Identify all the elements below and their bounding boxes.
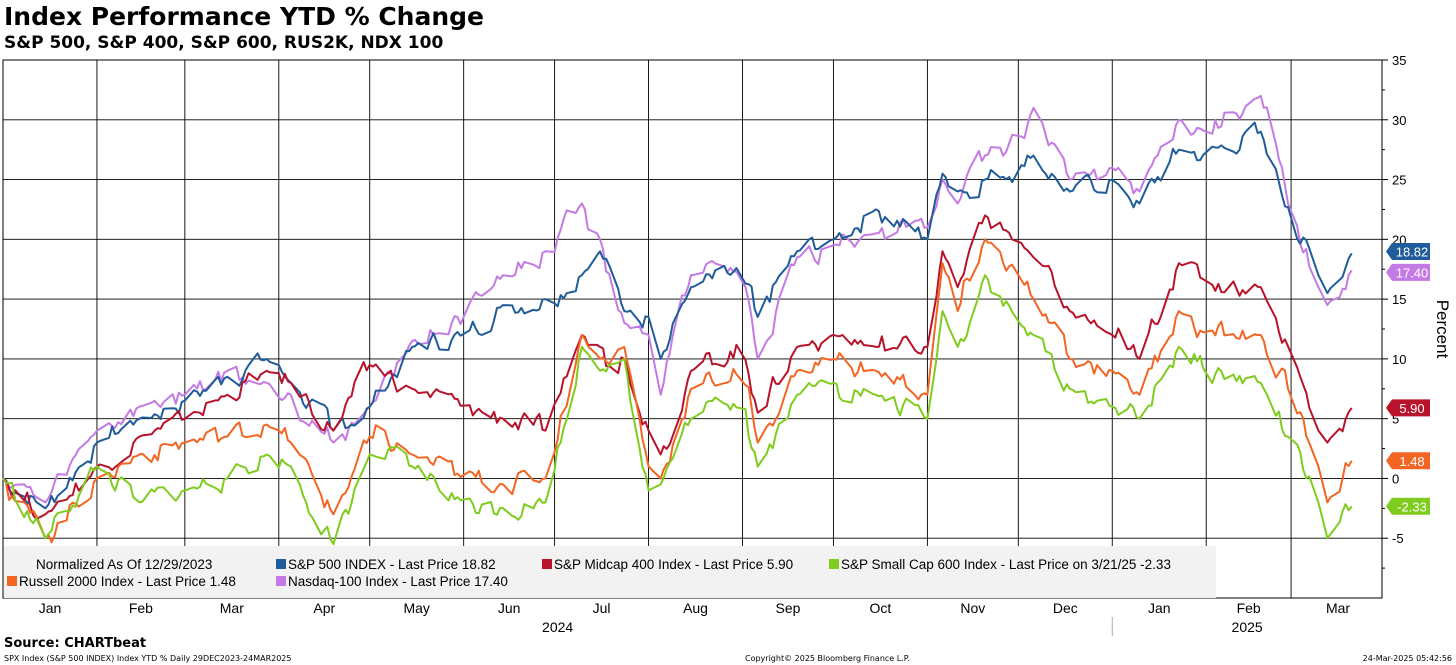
legend-box (4, 546, 1216, 598)
x-tick-label: Feb (129, 600, 153, 616)
footer-copyright: Copyright© 2025 Bloomberg Finance L.P. (745, 654, 910, 663)
chart-title: Index Performance YTD % Change (4, 2, 484, 31)
legend-entry: Russell 2000 Index - Last Price 1.48 (19, 574, 236, 589)
y-axis-label: Percent (1433, 300, 1452, 359)
x-tick-label: Apr (313, 600, 335, 616)
legend-swatch (7, 576, 17, 586)
last-value-label: 1.48 (1399, 454, 1424, 469)
chart-subtitle: S&P 500, S&P 400, S&P 600, RUS2K, NDX 10… (4, 33, 444, 53)
last-value-label: -2.33 (1397, 499, 1427, 514)
x-tick-label: Sep (776, 600, 801, 616)
source-note: Source: CHARTbeat (4, 636, 147, 651)
legend-swatch (276, 576, 286, 586)
x-tick-label: Mar (1326, 600, 1350, 616)
last-value-tag (1386, 452, 1430, 470)
y-tick-label: 30 (1392, 113, 1406, 128)
legend-swatch (276, 559, 286, 569)
y-tick-label: -5 (1392, 531, 1404, 546)
y-tick-label: 15 (1392, 292, 1406, 307)
legend-swatch (829, 559, 839, 569)
last-value-label: 18.82 (1396, 244, 1429, 259)
y-tick-label: 0 (1392, 471, 1399, 486)
footer-series-info: SPX Index (S&P 500 INDEX) Index YTD % Da… (4, 654, 292, 663)
x-tick-label: Aug (683, 600, 708, 616)
plot-frame (2, 59, 1383, 599)
series-line-3 (2, 238, 1353, 544)
series-line-0 (2, 121, 1353, 510)
x-tick-label: Mar (220, 600, 244, 616)
legend-entry: S&P 500 INDEX - Last Price 18.82 (288, 557, 496, 572)
last-value-tag (1386, 242, 1430, 260)
legend-entry: S&P Small Cap 600 Index - Last Price on … (841, 557, 1171, 572)
x-tick-label: May (403, 600, 429, 616)
x-tick-label: Dec (1053, 600, 1078, 616)
series-line-1 (2, 214, 1353, 520)
y-tick-label: 35 (1392, 53, 1406, 68)
year-label: 2024 (542, 619, 573, 635)
y-tick-label: 10 (1392, 352, 1406, 367)
last-value-label: 5.90 (1399, 401, 1424, 416)
x-tick-label: Jun (498, 600, 521, 616)
legend-entry: S&P Midcap 400 Index - Last Price 5.90 (554, 557, 793, 572)
last-value-label: 17.40 (1396, 265, 1429, 280)
year-label: 2025 (1232, 619, 1263, 635)
footer-timestamp: 24-Mar-2025 05:42:56 (1362, 654, 1452, 663)
y-tick-label: 5 (1392, 412, 1399, 427)
x-tick-label: Oct (870, 600, 892, 616)
x-tick-label: Jul (593, 600, 611, 616)
x-tick-label: Nov (960, 600, 985, 616)
x-tick-label: Jan (1148, 600, 1171, 616)
series-line-2 (2, 274, 1353, 546)
last-value-tag (1386, 399, 1430, 417)
x-tick-label: Jan (39, 600, 62, 616)
last-value-tag (1386, 263, 1430, 281)
last-value-tag (1386, 497, 1430, 515)
x-tick-label: Feb (1237, 600, 1261, 616)
legend-swatch (542, 559, 552, 569)
legend-entry: Nasdaq-100 Index - Last Price 17.40 (288, 574, 508, 589)
legend-note: Normalized As Of 12/29/2023 (36, 557, 212, 572)
y-tick-label: 25 (1392, 173, 1406, 188)
